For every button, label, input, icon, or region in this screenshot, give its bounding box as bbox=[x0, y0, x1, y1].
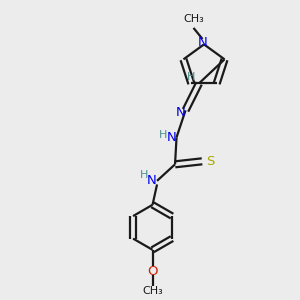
Text: H: H bbox=[159, 130, 167, 140]
Text: N: N bbox=[198, 36, 207, 50]
Text: O: O bbox=[147, 265, 158, 278]
Text: S: S bbox=[206, 155, 214, 168]
Text: CH₃: CH₃ bbox=[142, 286, 163, 296]
Text: N: N bbox=[147, 174, 157, 187]
Text: N: N bbox=[166, 131, 176, 144]
Text: H: H bbox=[140, 170, 148, 180]
Text: N: N bbox=[175, 106, 185, 119]
Text: H: H bbox=[187, 72, 195, 82]
Text: CH₃: CH₃ bbox=[183, 14, 204, 25]
